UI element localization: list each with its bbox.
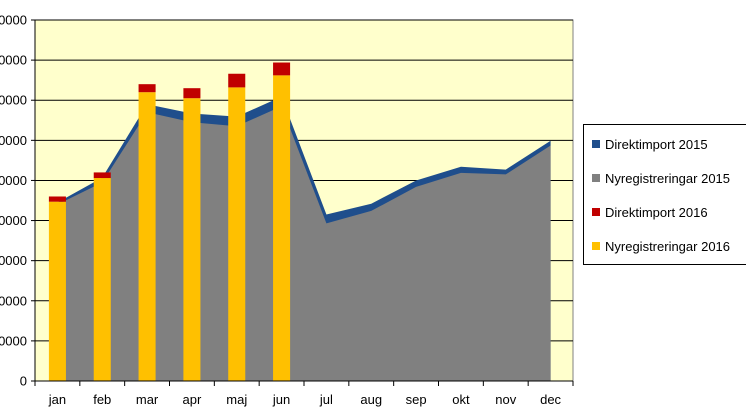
x-tick-label: dec xyxy=(540,392,561,407)
x-tick-label: maj xyxy=(226,392,247,407)
legend-item-direktimport-2015: Direktimport 2015 xyxy=(592,135,708,153)
bar-nyregistreringar-2016 xyxy=(228,87,246,382)
axes: 0000000000000000000000000000000000000jan… xyxy=(0,13,574,407)
y-tick-label: 0000 xyxy=(0,293,27,308)
bar-series xyxy=(48,62,291,382)
y-tick-label: 0000 xyxy=(0,333,27,348)
legend-swatch-direktimport-2016 xyxy=(592,208,600,216)
x-tick-label: apr xyxy=(183,392,202,407)
bar-direktimport-2016 xyxy=(183,88,201,99)
y-tick-label: 0000 xyxy=(0,173,27,188)
x-tick-label: mar xyxy=(136,392,159,407)
bar-nyregistreringar-2016 xyxy=(93,178,111,381)
bar-nyregistreringar-2016 xyxy=(273,75,291,381)
x-tick-label: okt xyxy=(452,392,470,407)
x-tick-label: jun xyxy=(272,392,290,407)
bar-direktimport-2016 xyxy=(273,62,291,76)
legend-label: Nyregistreringar 2016 xyxy=(605,238,731,254)
x-tick-label: feb xyxy=(93,392,111,407)
legend-label: Nyregistreringar 2015 xyxy=(605,170,731,186)
bar-direktimport-2016 xyxy=(93,172,111,179)
legend-swatch-nyregistreringar-2015 xyxy=(592,174,600,182)
legend-label: Direktimport 2015 xyxy=(605,136,708,152)
y-tick-label: 0000 xyxy=(0,93,27,108)
y-tick-label: 0 xyxy=(20,374,27,389)
area-series xyxy=(57,96,551,382)
y-tick-label: 0000 xyxy=(0,53,27,68)
bar-nyregistreringar-2016 xyxy=(48,201,66,381)
bar-direktimport-2016 xyxy=(48,196,66,202)
x-tick-label: nov xyxy=(495,392,516,407)
legend-item-nyregistreringar-2015: Nyregistreringar 2015 xyxy=(592,169,730,187)
legend-swatch-direktimport-2015 xyxy=(592,140,600,148)
y-tick-label: 0000 xyxy=(0,213,27,228)
y-tick-label: 0000 xyxy=(0,253,27,268)
bar-direktimport-2016 xyxy=(228,73,246,88)
bar-direktimport-2016 xyxy=(138,84,156,93)
y-tick-label: 0000 xyxy=(0,13,27,28)
x-tick-label: sep xyxy=(406,392,427,407)
legend-item-nyregistreringar-2016: Nyregistreringar 2016 xyxy=(592,237,730,255)
y-tick-label: 0000 xyxy=(0,133,27,148)
legend: Direktimport 2015 Nyregistreringar 2015 … xyxy=(583,124,746,265)
x-tick-label: aug xyxy=(360,392,382,407)
legend-item-direktimport-2016: Direktimport 2016 xyxy=(592,203,708,221)
area-nyregistreringar-2015 xyxy=(57,106,551,381)
legend-label: Direktimport 2016 xyxy=(605,204,708,220)
legend-swatch-nyregistreringar-2016 xyxy=(592,242,600,250)
bar-nyregistreringar-2016 xyxy=(138,92,156,381)
x-tick-label: jan xyxy=(48,392,66,407)
bar-nyregistreringar-2016 xyxy=(183,98,201,381)
x-tick-label: jul xyxy=(319,392,333,407)
